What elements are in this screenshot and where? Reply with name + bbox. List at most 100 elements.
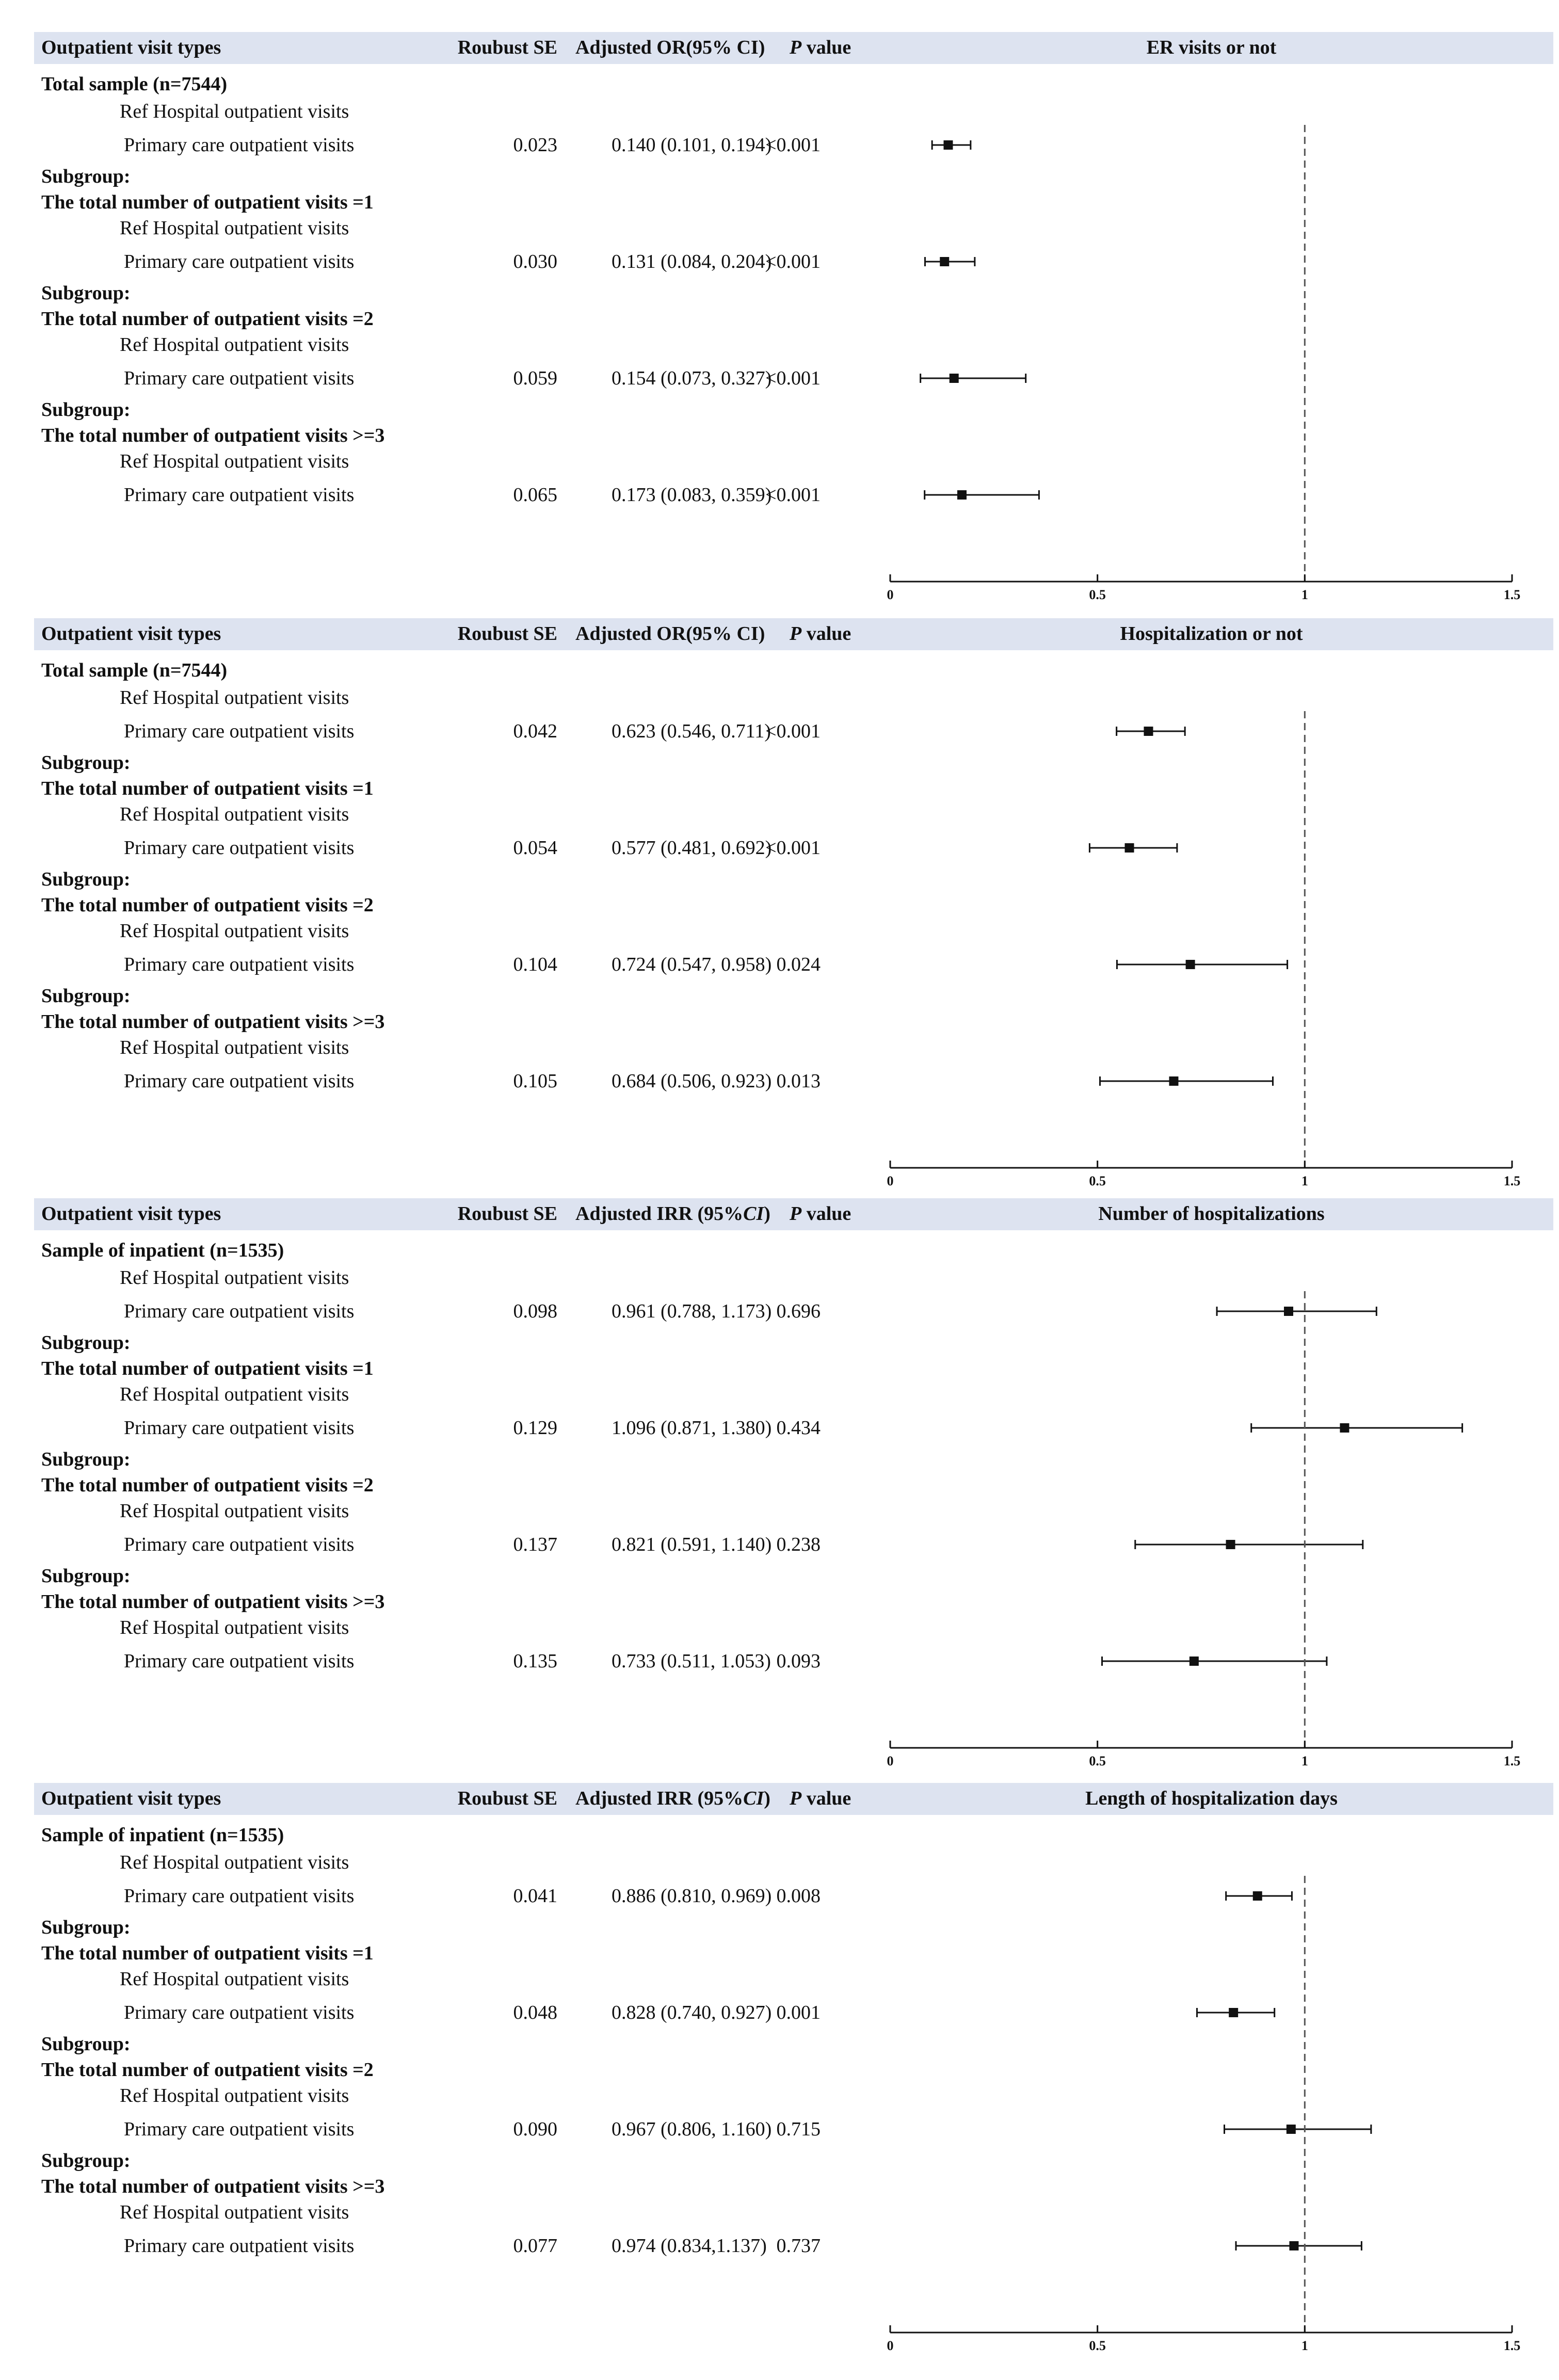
subgroup-header: The total number of outpatient visits =2 (41, 308, 374, 330)
row-label: Primary care outpatient visits (124, 1417, 354, 1439)
p-value: 0.013 (777, 1070, 821, 1092)
subgroup-label: Subgroup: (41, 1332, 131, 1354)
x-tick-label: 1 (1301, 1754, 1308, 1768)
row-label: Primary care outpatient visits (124, 837, 354, 859)
reference-row-label: Ref Hospital outpatient visits (120, 803, 349, 825)
p-value: 0.238 (777, 1534, 821, 1555)
subgroup-label: Subgroup: (41, 282, 131, 304)
subgroup-header: The total number of outpatient visits =2 (41, 2059, 374, 2081)
subgroup-label: Subgroup: (41, 399, 131, 421)
subgroup-label: Subgroup: (41, 2150, 131, 2172)
reference-row-label: Ref Hospital outpatient visits (120, 334, 349, 356)
reference-row-label: Ref Hospital outpatient visits (120, 1267, 349, 1289)
robust-se-value: 0.059 (513, 367, 558, 389)
x-tick-label: 1.5 (1504, 587, 1521, 602)
x-tick-label: 0 (887, 2338, 894, 2353)
subgroup-header: The total number of outpatient visits =1 (41, 778, 374, 799)
subgroup-header: The total number of outpatient visits >=… (41, 2176, 384, 2197)
point-estimate (940, 257, 950, 266)
estimate-ci-value: 0.577 (0.481, 0.692) (612, 837, 772, 859)
p-value: 0.008 (777, 1885, 821, 1907)
robust-se-value: 0.135 (513, 1650, 558, 1672)
row-label: Primary care outpatient visits (124, 1070, 354, 1092)
reference-row-label: Ref Hospital outpatient visits (120, 1968, 349, 1990)
column-header-types: Outpatient visit types (41, 1203, 221, 1225)
panel-title: Length of hospitalization days (1085, 1788, 1338, 1809)
subgroup-label: Subgroup: (41, 752, 131, 774)
subgroup-label: Subgroup: (41, 2033, 131, 2055)
point-estimate (1189, 1657, 1199, 1666)
column-header-types: Outpatient visit types (41, 623, 221, 645)
reference-row-label: Ref Hospital outpatient visits (120, 101, 349, 122)
reference-row-label: Ref Hospital outpatient visits (120, 1617, 349, 1638)
panel-title: Hospitalization or not (1120, 623, 1303, 645)
subgroup-label: Subgroup: (41, 869, 131, 890)
reference-row-label: Ref Hospital outpatient visits (120, 1852, 349, 1873)
x-tick-label: 0.5 (1089, 1754, 1106, 1768)
p-value: <0.001 (765, 837, 821, 859)
column-header-p: P value (789, 1788, 851, 1809)
panel-title: Number of hospitalizations (1098, 1203, 1324, 1225)
p-value: <0.001 (765, 720, 821, 742)
estimate-ci-value: 0.821 (0.591, 1.140) (612, 1534, 772, 1555)
estimate-ci-value: 0.967 (0.806, 1.160) (612, 2118, 772, 2140)
p-value: <0.001 (765, 251, 821, 272)
reference-row-label: Ref Hospital outpatient visits (120, 1500, 349, 1522)
point-estimate (1169, 1076, 1179, 1086)
point-estimate (1144, 727, 1153, 736)
x-tick-label: 1 (1301, 1173, 1308, 1188)
robust-se-value: 0.105 (513, 1070, 558, 1092)
subgroup-label: Subgroup: (41, 1917, 131, 1938)
point-estimate (949, 374, 959, 383)
row-label: Primary care outpatient visits (124, 954, 354, 975)
row-label: Primary care outpatient visits (124, 1885, 354, 1907)
x-tick-label: 1.5 (1504, 2338, 1521, 2353)
subgroup-header: The total number of outpatient visits >=… (41, 425, 384, 446)
p-value: 0.715 (777, 2118, 821, 2140)
row-label: Primary care outpatient visits (124, 2235, 354, 2257)
p-label-suffix: value (801, 1203, 851, 1225)
p-value: <0.001 (765, 484, 821, 506)
point-estimate (957, 490, 967, 500)
reference-row-label: Ref Hospital outpatient visits (120, 1037, 349, 1058)
robust-se-value: 0.041 (513, 1885, 558, 1907)
subgroup-label: Subgroup: (41, 166, 131, 187)
forest-panel: Outpatient visit types Roubust SE Adjusted… (34, 618, 1553, 1188)
p-label-suffix: value (801, 623, 851, 645)
point-estimate (1289, 2241, 1299, 2250)
row-label: Primary care outpatient visits (124, 1650, 354, 1672)
subgroup-header: The total number of outpatient visits >=… (41, 1011, 384, 1033)
robust-se-value: 0.054 (513, 837, 558, 859)
estimate-ci-value: 0.961 (0.788, 1.173) (612, 1300, 772, 1322)
estimate-ci-value: 0.173 (0.083, 0.359) (612, 484, 772, 506)
panel-title: ER visits or not (1147, 37, 1277, 58)
p-value: 0.093 (777, 1650, 821, 1672)
p-value: 0.434 (777, 1417, 821, 1439)
row-label: Primary care outpatient visits (124, 720, 354, 742)
point-estimate (1286, 2125, 1296, 2134)
subgroup-header: The total number of outpatient visits =1 (41, 191, 374, 213)
estimate-label: Adjusted OR(95% CI) (575, 37, 765, 58)
reference-row-label: Ref Hospital outpatient visits (120, 2085, 349, 2106)
column-header-se: Roubust SE (458, 623, 557, 645)
robust-se-value: 0.137 (513, 1534, 558, 1555)
estimate-label: Adjusted OR(95% CI) (575, 623, 765, 645)
p-label-italic: P (789, 1788, 802, 1809)
subgroup-header: The total number of outpatient visits =1 (41, 1358, 374, 1379)
header-band (34, 32, 1553, 64)
point-estimate (1229, 2008, 1239, 2017)
column-header-types: Outpatient visit types (41, 1788, 221, 1809)
subgroup-header: The total number of outpatient visits =1 (41, 1942, 374, 1964)
reference-row-label: Ref Hospital outpatient visits (120, 2201, 349, 2223)
column-header-se: Roubust SE (458, 37, 557, 58)
robust-se-value: 0.065 (513, 484, 558, 506)
x-tick-label: 1.5 (1504, 1173, 1521, 1188)
column-header-se: Roubust SE (458, 1788, 557, 1809)
reference-row-label: Ref Hospital outpatient visits (120, 451, 349, 472)
estimate-label-suffix: ) (764, 1788, 770, 1809)
reference-row-label: Ref Hospital outpatient visits (120, 920, 349, 942)
group-header: Total sample (n=7544) (41, 73, 227, 95)
estimate-label-italic: CI (743, 1788, 764, 1809)
forest-panel: Outpatient visit types Roubust SE Adjusted… (34, 32, 1553, 602)
